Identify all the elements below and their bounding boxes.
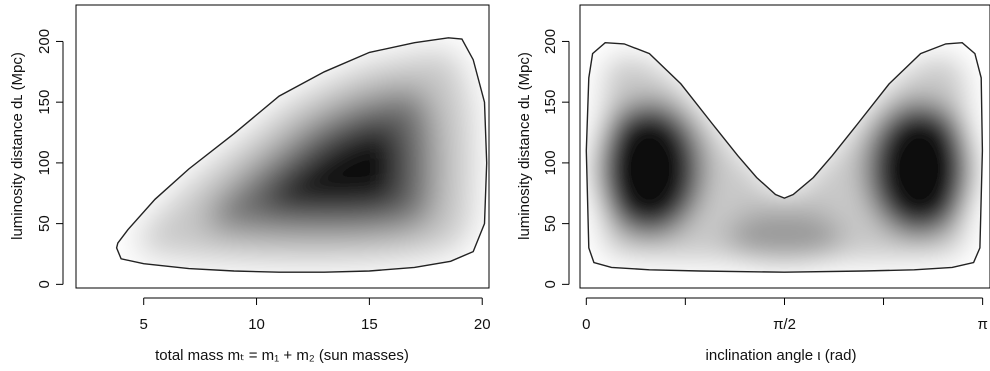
left-x-tick-label: 15 xyxy=(361,316,378,333)
right-y-axis-title: luminosity distance dʟ (Mpc) xyxy=(516,52,533,240)
right-x-tick-label: π xyxy=(977,316,987,333)
left-density-shading xyxy=(116,37,487,273)
left-y-tick-label: 200 xyxy=(36,29,53,54)
right-y-tick-label: 50 xyxy=(542,215,559,232)
right-plot-frame xyxy=(579,4,990,289)
right-x-axis-title: inclination angle ι (rad) xyxy=(706,347,857,364)
left-x-tick-label: 10 xyxy=(248,316,265,333)
right-density-right-lobe xyxy=(866,102,973,236)
left-y-tick-label: 100 xyxy=(36,150,53,175)
right-contour-line xyxy=(585,41,984,273)
right-x-tick-label: π/2 xyxy=(773,316,796,333)
right-y-tick-label: 150 xyxy=(542,90,559,115)
right-x-tick-label: 0 xyxy=(582,316,590,333)
right-density-outer xyxy=(600,55,969,262)
left-y-tick-label: 0 xyxy=(36,280,53,288)
right-panel: 0 π/2 π 0 50 100 150 200 inclination angle ι (r… xyxy=(516,4,990,364)
left-x-tick-label: 20 xyxy=(474,316,491,333)
right-y-tick-label: 0 xyxy=(542,280,559,288)
left-x-tick-label: 5 xyxy=(140,316,148,333)
right-density-left-lobe xyxy=(596,102,703,236)
left-y-axis-title: luminosity distance dʟ (Mpc) xyxy=(9,52,26,240)
right-y-tick-label: 200 xyxy=(542,29,559,54)
left-y-tick-label: 50 xyxy=(36,215,53,232)
right-density-shading xyxy=(586,42,983,273)
left-density-core xyxy=(262,121,403,211)
left-y-tick-label: 150 xyxy=(36,90,53,115)
left-x-axis-title: total mass mₜ = m₁ + m₂ (sun masses) xyxy=(155,347,409,364)
right-y-tick-label: 100 xyxy=(542,150,559,175)
left-plot-frame xyxy=(75,4,490,289)
left-contour-line xyxy=(115,37,488,273)
right-density-center-mid xyxy=(727,209,842,263)
